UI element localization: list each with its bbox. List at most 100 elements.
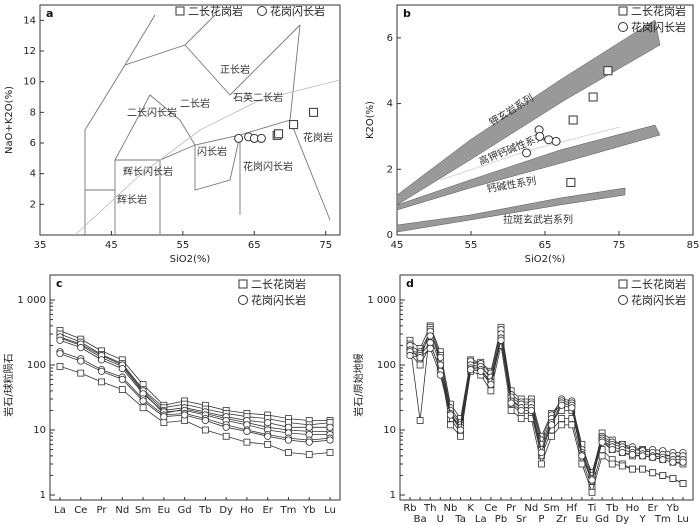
series-point <box>426 332 434 340</box>
y-tick-label: 4 <box>30 169 36 180</box>
panel-c: c 岩石/球粒陨石 1 10 100 1 000 La Ce Pr Nd Sm Eu Gd Tb Dy H… <box>2 274 341 516</box>
series-point <box>568 404 576 412</box>
x-tick-label: 55 <box>465 240 478 251</box>
x-tick-label: Lu <box>324 505 336 516</box>
series-point <box>487 387 495 395</box>
panel-b-legend: 二长花岗岩 花岗闪长岩 <box>618 4 686 34</box>
legend-granodiorite: 花岗闪长岩 <box>270 4 325 18</box>
y-tick-label: 4 <box>387 99 393 110</box>
series-point <box>305 438 313 446</box>
x-tick-label: Sr <box>516 514 527 525</box>
series-point <box>558 421 566 429</box>
panel-c-label: c <box>56 277 63 290</box>
monzogranite-point <box>603 66 613 76</box>
legend-monzogranite: 二长花岗岩 <box>188 4 243 18</box>
x-tick-label: 75 <box>319 240 332 251</box>
series-line <box>59 366 331 455</box>
x-tick-label: Eu <box>576 514 589 525</box>
series-point <box>118 375 126 384</box>
series-point <box>436 353 444 362</box>
y-tick-label: 100 <box>27 360 46 371</box>
series-point <box>537 448 546 457</box>
x-tick-label: Ce <box>74 505 87 516</box>
series-point <box>416 361 424 369</box>
series-point <box>77 369 85 377</box>
series-point <box>243 438 251 446</box>
panel-a-xlabel: SiO2(%) <box>170 254 211 265</box>
legend-monzogranite: 二长花岗岩 <box>631 4 686 18</box>
panel-b-label: b <box>403 7 411 20</box>
field-label: 正长岩 <box>220 63 250 76</box>
legend-monzogranite: 二长花岗岩 <box>251 277 306 291</box>
x-tick-label: 45 <box>391 240 404 251</box>
field-label: 二长闪长岩 <box>127 106 177 119</box>
x-tick-label: Pb <box>495 514 507 525</box>
x-tick-label: Hf <box>566 503 578 514</box>
panel-b-points <box>522 66 613 187</box>
granodiorite-point <box>522 148 531 158</box>
x-tick-label: Yb <box>302 505 315 516</box>
series-point <box>558 401 566 409</box>
series-point <box>77 357 85 365</box>
x-tick-label: Lu <box>677 514 689 525</box>
x-tick-label: Dy <box>616 514 630 525</box>
series-point <box>98 378 105 386</box>
monzogranite-point <box>289 120 299 130</box>
y-tick-label: 100 <box>377 360 396 371</box>
x-tick-label: Rb <box>403 503 416 514</box>
pattern-series <box>56 327 334 424</box>
series-point <box>139 404 147 412</box>
series-point <box>284 436 293 444</box>
series-point <box>608 460 616 468</box>
x-tick-label: Ba <box>414 514 427 525</box>
y-tick-label: 1 000 <box>17 295 46 306</box>
legend-square-marker <box>175 6 185 16</box>
series-point <box>618 448 626 457</box>
series-point <box>628 450 637 459</box>
x-tick-label: Tm <box>280 505 297 516</box>
pattern-series <box>406 336 687 484</box>
series-point <box>264 432 272 440</box>
series-point <box>426 344 434 353</box>
panel-c-legend: 二长花岗岩 花岗闪长岩 <box>238 277 306 307</box>
panel-a-label: a <box>46 7 53 20</box>
y-tick-label: 10 <box>383 425 396 436</box>
x-tick-label: 85 <box>687 240 700 251</box>
series-point <box>456 426 465 434</box>
series-point <box>243 427 251 436</box>
series-point <box>649 469 657 477</box>
series-point <box>538 460 545 468</box>
y-tick-label: 1 000 <box>367 295 396 306</box>
series-point <box>497 336 505 344</box>
series-point <box>487 380 495 389</box>
series-point <box>649 453 657 461</box>
panel-b-series-bands <box>396 19 661 233</box>
series-point <box>547 421 556 429</box>
granodiorite-point <box>551 136 561 146</box>
series-point <box>568 421 576 429</box>
x-tick-label: Sm <box>135 505 151 516</box>
y-tick-label: 14 <box>23 15 36 26</box>
series-point <box>264 418 272 427</box>
series-point <box>285 449 292 456</box>
series-point <box>507 407 515 414</box>
granodiorite-point <box>234 133 244 143</box>
y-tick-label: 12 <box>23 46 36 57</box>
field-label: 辉长闪长岩 <box>123 165 173 178</box>
panel-d-series <box>406 322 687 496</box>
series-point <box>527 415 535 422</box>
series-point <box>558 415 566 422</box>
series-point <box>56 349 64 358</box>
pattern-series <box>56 363 334 458</box>
series-point <box>326 436 334 444</box>
x-tick-label: Y <box>639 514 647 525</box>
series-point <box>416 353 424 362</box>
monzogranite-point <box>588 92 598 102</box>
series-point <box>305 451 313 458</box>
granodiorite-point <box>256 133 266 143</box>
x-tick-label: 65 <box>248 240 261 251</box>
x-tick-label: 55 <box>176 240 189 251</box>
series-point <box>222 423 230 431</box>
